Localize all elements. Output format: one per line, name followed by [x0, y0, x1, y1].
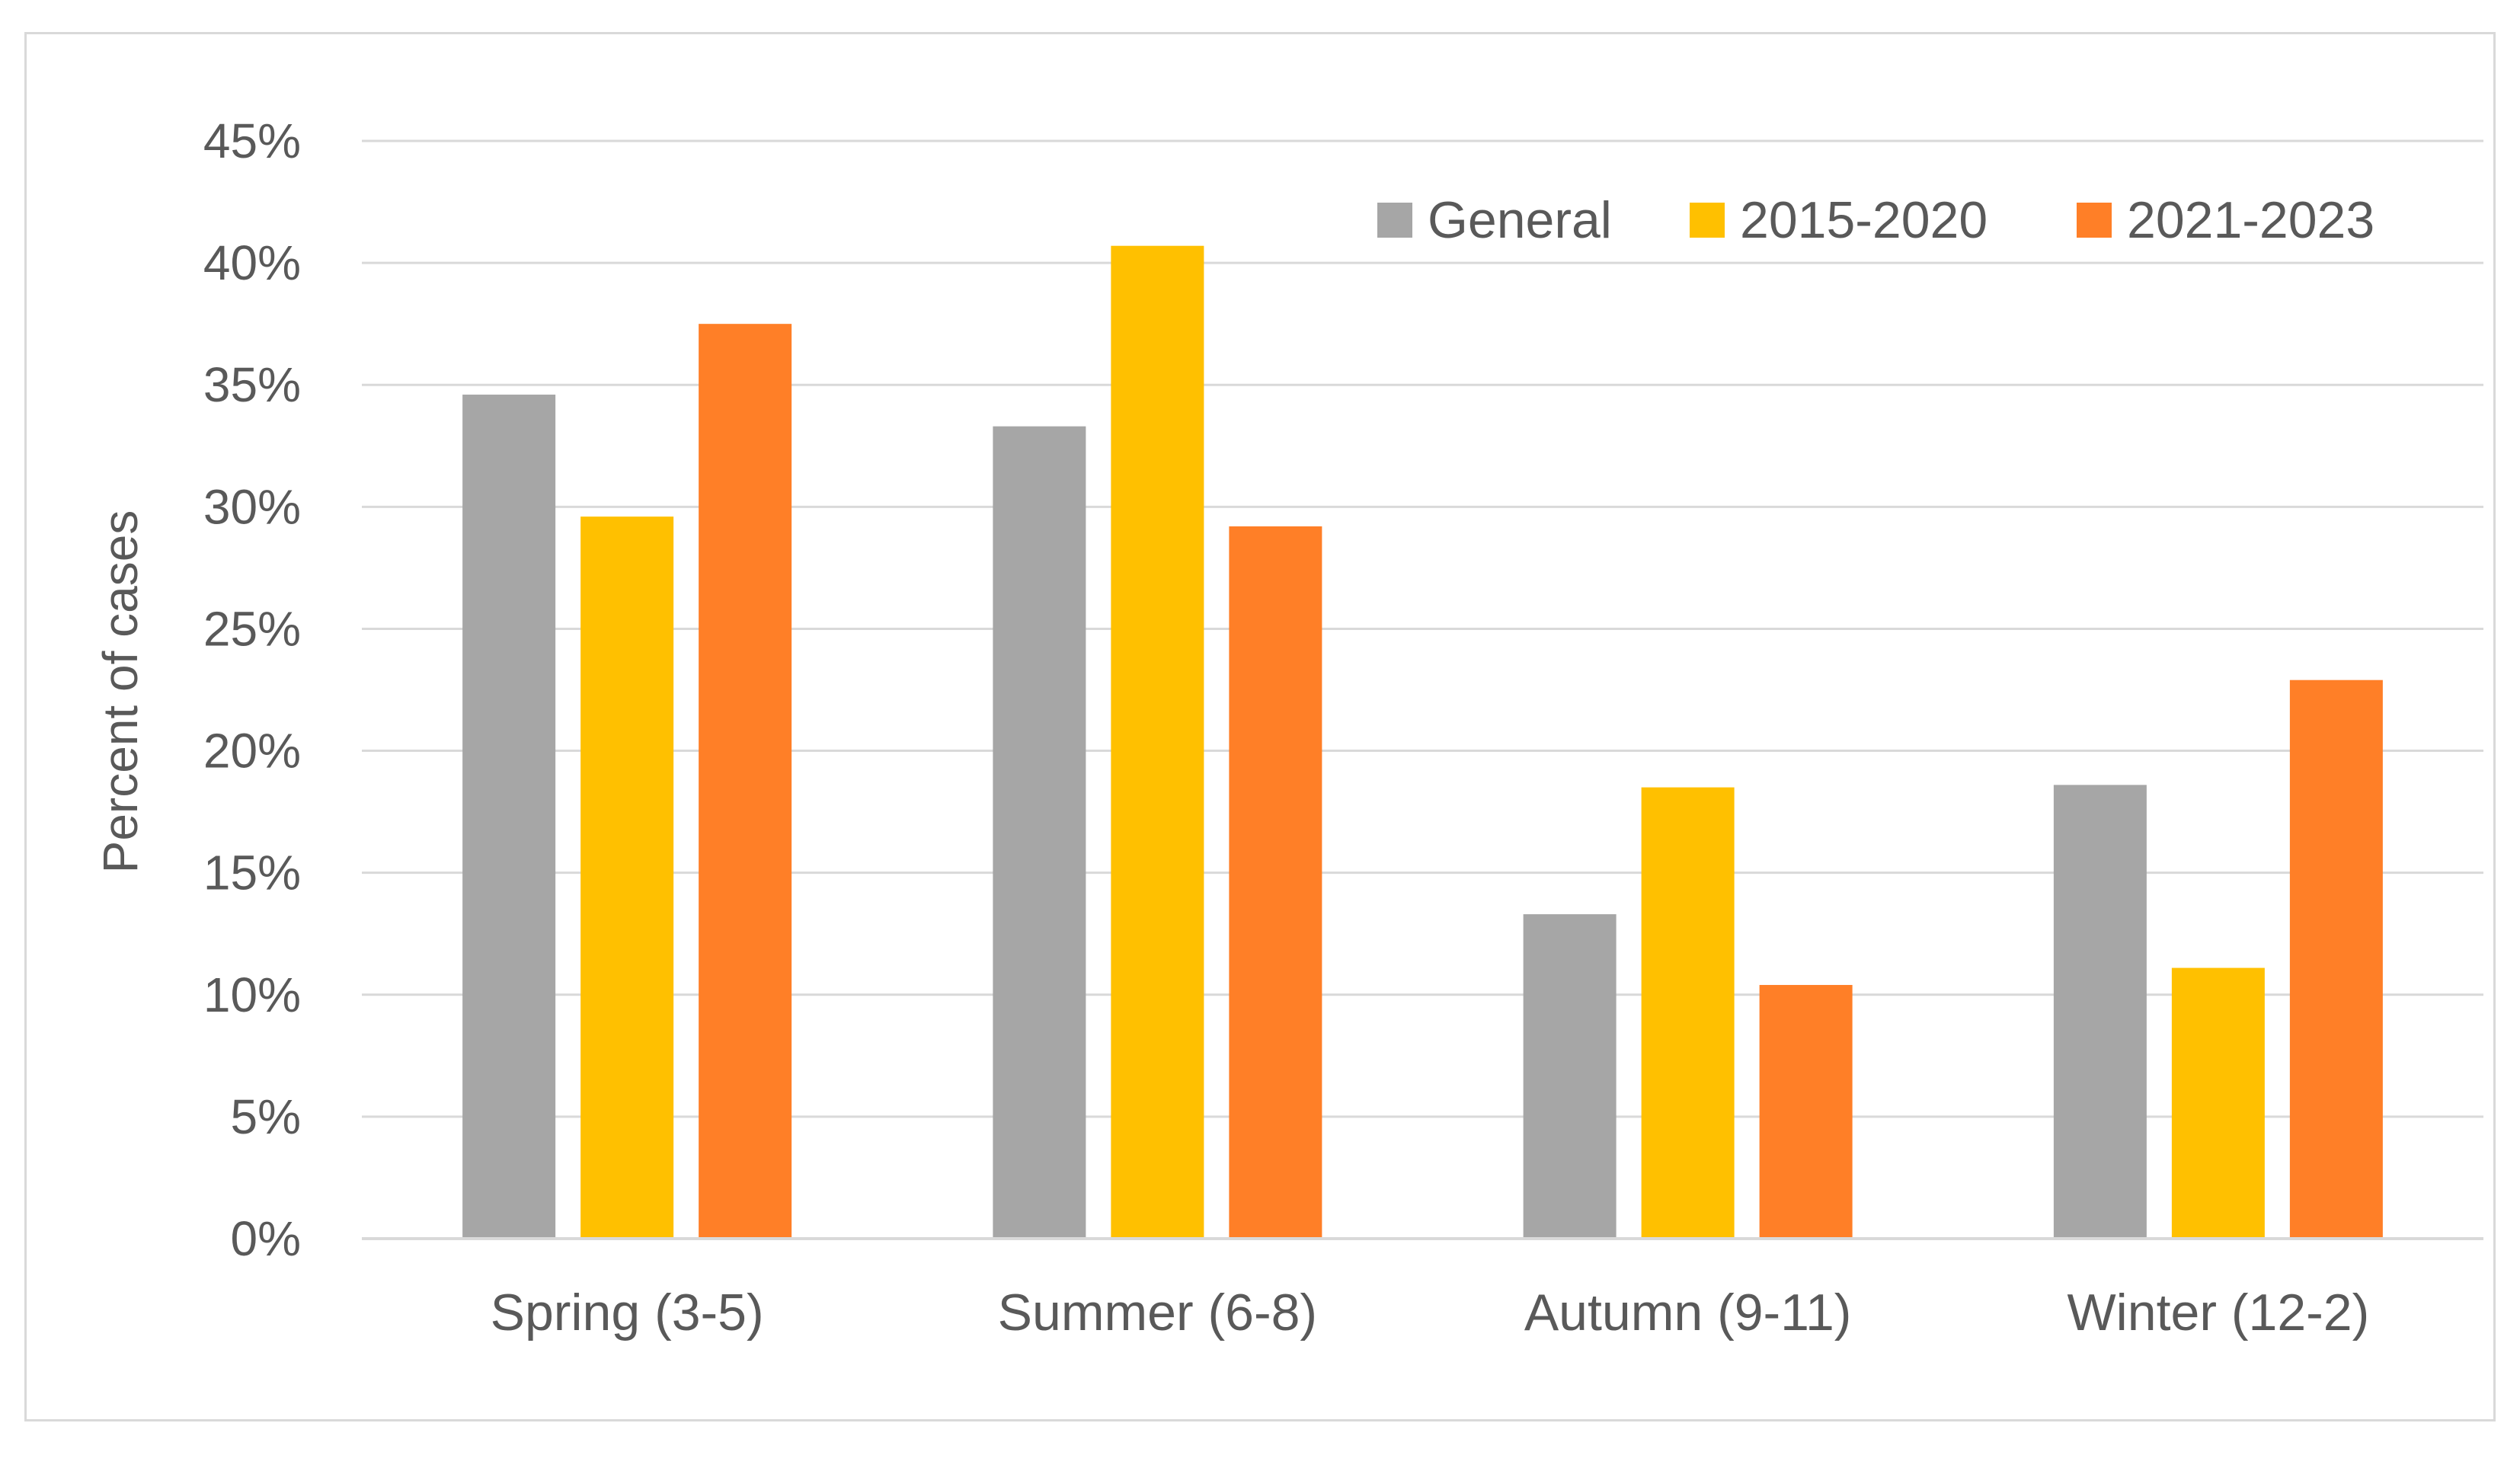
legend-label: General: [1428, 191, 1612, 249]
x-category-label: Summer (6-8): [998, 1284, 1317, 1341]
y-tick-label: 10%: [203, 967, 301, 1022]
bar-general-2: [993, 426, 1086, 1239]
bar-2015-2020-1: [580, 516, 674, 1239]
bar-general-4: [2053, 785, 2147, 1239]
legend-swatch: [2077, 203, 2112, 238]
gridlines: [362, 139, 2483, 1118]
x-axis-categories: Spring (3-5) Summer (6-8) Autumn (9-11) Win…: [491, 1284, 2370, 1341]
bar-2021-2023-3: [1759, 984, 1853, 1239]
y-tick-label: 35%: [203, 357, 301, 412]
legend: General 2015-2020 2021-2023: [1377, 191, 2374, 249]
bar-general-1: [462, 395, 556, 1239]
y-tick-label: 5%: [231, 1089, 302, 1144]
y-tick-label: 30%: [203, 479, 301, 534]
bar-2015-2020-2: [1111, 245, 1204, 1239]
bar-2015-2020-3: [1641, 787, 1735, 1239]
bar-2021-2023-2: [1229, 526, 1322, 1239]
y-tick-label: 15%: [203, 846, 301, 900]
x-category-label: Autumn (9-11): [1524, 1284, 1852, 1341]
bar-general-3: [1523, 914, 1617, 1239]
bar-2021-2023-1: [699, 324, 792, 1239]
y-tick-label: 25%: [203, 601, 301, 656]
y-tick-label: 45%: [203, 114, 301, 168]
y-axis-title: Percent of cases: [93, 510, 148, 874]
bar-2021-2023-4: [2289, 680, 2383, 1239]
bar-2015-2020-4: [2171, 967, 2265, 1239]
x-category-label: Winter (12-2): [2067, 1284, 2370, 1341]
legend-label: 2015-2020: [1740, 191, 1988, 249]
y-tick-label: 0%: [231, 1211, 302, 1266]
legend-swatch: [1690, 203, 1725, 238]
bars: [462, 245, 2383, 1239]
legend-swatch: [1377, 203, 1412, 238]
y-axis-ticks: 0% 5% 10% 15% 20% 25% 30% 35% 40% 45%: [203, 114, 301, 1266]
y-tick-label: 40%: [203, 235, 301, 290]
legend-label: 2021-2023: [2127, 191, 2374, 249]
y-tick-label: 20%: [203, 724, 301, 779]
x-category-label: Spring (3-5): [491, 1284, 764, 1341]
